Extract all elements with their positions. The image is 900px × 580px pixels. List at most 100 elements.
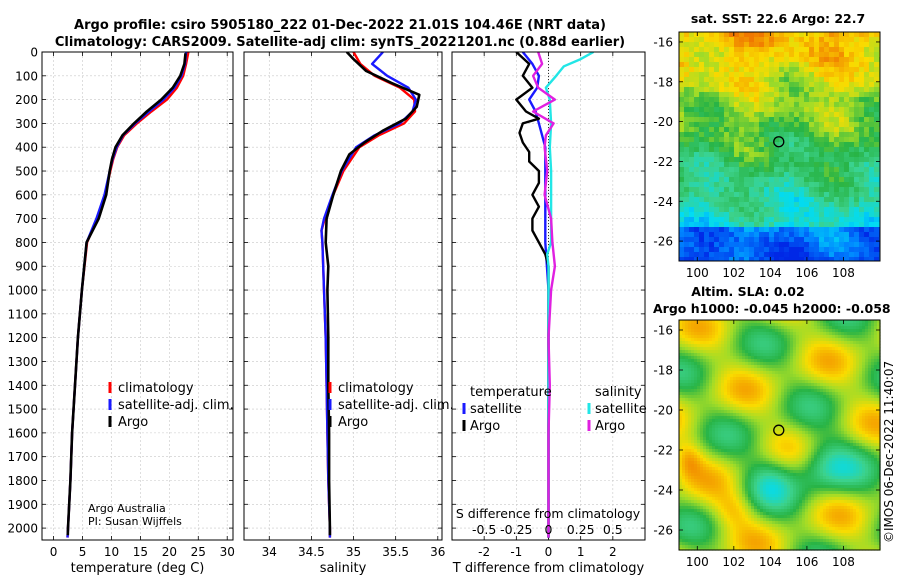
map-cell [853,386,857,390]
map-cell [685,437,689,441]
map-cell [721,422,725,426]
map-cell [709,77,715,83]
map-cell [751,434,755,438]
map-cell [789,62,795,68]
map-cell [760,410,764,414]
map-cell [789,37,795,43]
map-cell [739,338,743,342]
map-cell [766,395,770,399]
map-cell [862,338,866,342]
map-cell [685,428,689,432]
map-cell [734,212,740,218]
map-cell [745,347,749,351]
map-cell [817,341,821,345]
map-cell [699,227,705,233]
map-cell [874,102,880,108]
map-cell [709,383,713,387]
map-cell [862,335,866,339]
map-cell [749,102,755,108]
map-cell [809,77,815,83]
map-cell [799,107,805,113]
map-cell [784,428,788,432]
map-cell [679,413,683,417]
map-cell [838,341,842,345]
map-cell [819,117,825,123]
map-cell [864,167,870,173]
map-cell [789,152,795,158]
map-cell [734,72,740,78]
map-cell [832,401,836,405]
depth-tick-label: 1000 [7,284,38,298]
map-cell [796,320,800,324]
map-cell [694,437,698,441]
map-cell [784,107,790,113]
map-cell [784,32,790,38]
map-cell [826,365,830,369]
map-cell [769,395,773,399]
map-cell [829,152,835,158]
map-cell [736,398,740,402]
map-cell [808,350,812,354]
map-cells [679,32,881,262]
map-cell [689,137,695,143]
map-cell [779,177,785,183]
map-cell [734,257,740,262]
map-cell [714,107,720,113]
map-cell [779,82,785,88]
map-cell [774,162,780,168]
map-cell [841,413,845,417]
map-cell [808,326,812,330]
map-cell [799,374,803,378]
map-cell [832,416,836,420]
map-cell [811,353,815,357]
map-cell [849,222,855,228]
map-cell [736,407,740,411]
map-cell [854,62,860,68]
map-cell [724,377,728,381]
map-cell [864,57,870,63]
map-cell [874,368,878,372]
map-cell [829,107,835,113]
map-cell [802,392,806,396]
map-cell [838,320,842,324]
map-cell [841,338,845,342]
map-cell [864,137,870,143]
map-cell [704,92,710,98]
map-cell [829,172,835,178]
map-cell [718,389,722,393]
map-cell [694,177,700,183]
map-cell [736,377,740,381]
map-cell [684,82,690,88]
map-cell [744,232,750,238]
map-cell [844,413,848,417]
map-cell [757,356,761,360]
map-cell [823,413,827,417]
map-cell [829,419,833,423]
map-cell [826,434,830,438]
map-cell [736,440,740,444]
map-cell [871,419,875,423]
map-cell [694,434,698,438]
map-cell [709,329,713,333]
map-cell [754,326,758,330]
map-cell [854,192,860,198]
map-cell [729,152,735,158]
map-cell [854,217,860,223]
map-cell [874,377,878,381]
map-cell [781,386,785,390]
map-cell [874,341,878,345]
map-cell [691,413,695,417]
map-cell [832,371,836,375]
map-cell [859,242,865,248]
map-cell [849,142,855,148]
map-cell [779,117,785,123]
map-cell [844,172,850,178]
x-tick-label: 35.5 [382,545,409,559]
map-cell [718,347,722,351]
map-cell [853,332,857,336]
map-cell [754,47,760,53]
map-cell [709,326,713,330]
map-cell [838,401,842,405]
map-cell [764,107,770,113]
map-cell [769,344,773,348]
